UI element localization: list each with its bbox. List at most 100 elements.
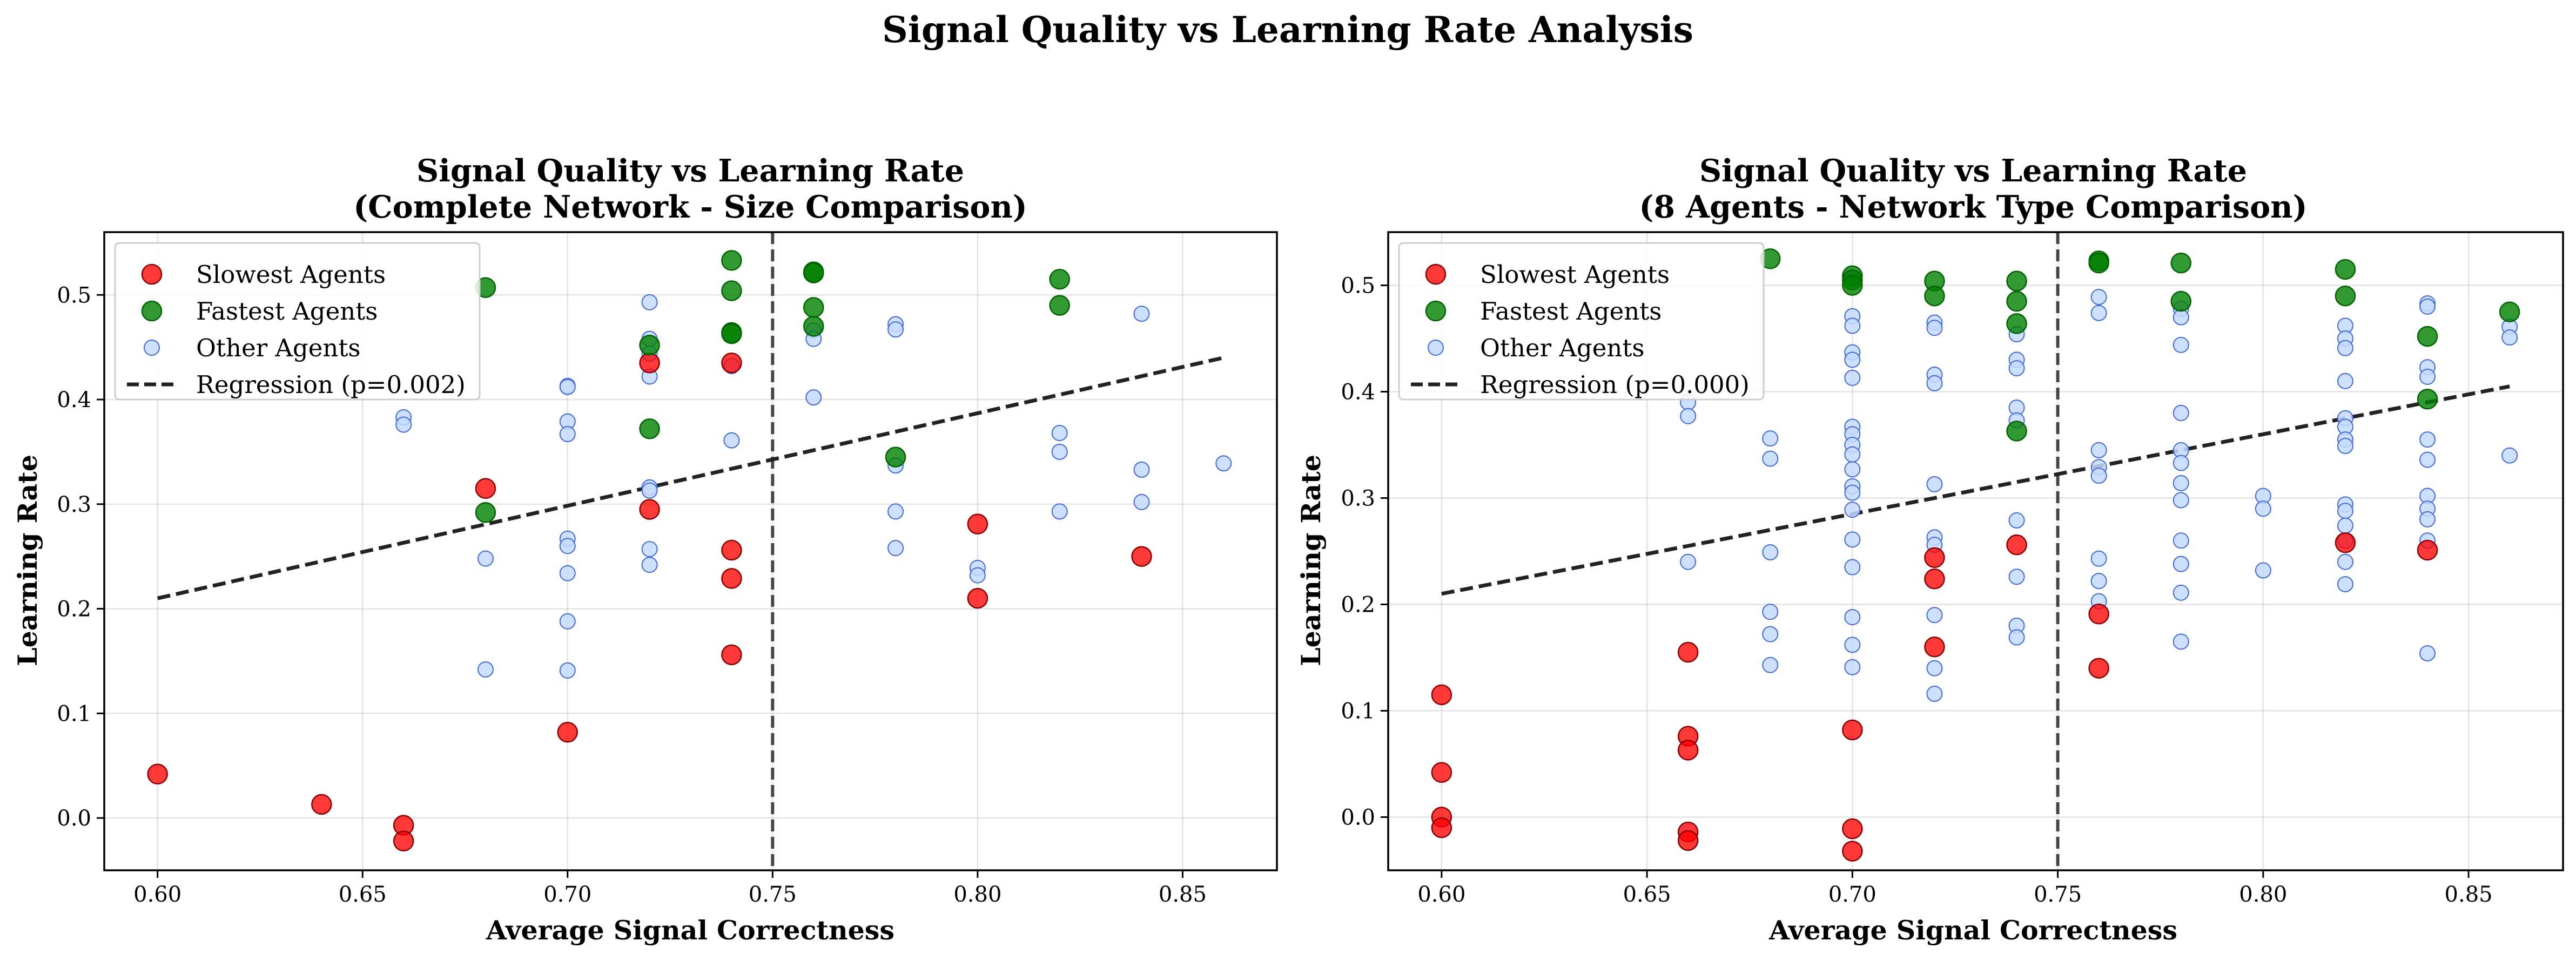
x-tick-label: 0.80 (2239, 882, 2287, 907)
point-other (1051, 425, 1068, 442)
point-other (2419, 298, 2436, 315)
point-fastest (2417, 326, 2438, 347)
chart-complete-network: Signal Quality vs Learning Rate (Complet… (12, 153, 1278, 946)
point-other (395, 416, 412, 433)
x-tick-label: 0.75 (749, 882, 797, 907)
y-tick-label: 0.3 (1341, 486, 1375, 511)
point-other (1844, 446, 1861, 463)
point-other (1844, 369, 1861, 386)
point-other (723, 432, 740, 449)
point-slowest (147, 763, 168, 784)
point-other (2173, 584, 2189, 601)
point-other (2090, 289, 2107, 306)
point-slowest (721, 352, 742, 374)
point-other (2419, 368, 2436, 385)
point-other (1926, 375, 1943, 391)
plot-frame (1387, 231, 2564, 871)
point-fastest (475, 502, 496, 523)
point-fastest (2006, 421, 2027, 442)
point-other (2173, 633, 2189, 650)
y-tick-label: 0.3 (57, 492, 91, 517)
point-other (1215, 455, 1232, 472)
x-tick-label: 0.60 (133, 882, 181, 907)
point-fastest (2499, 301, 2520, 322)
point-fastest (1049, 268, 1070, 290)
legend-label: Fastest Agents (196, 297, 378, 326)
point-slowest (1131, 546, 1152, 567)
point-other (1926, 607, 1943, 624)
point-slowest (1924, 637, 1945, 658)
point-other (2173, 475, 2189, 491)
point-other (2173, 309, 2189, 326)
point-other (1926, 685, 1943, 702)
point-other (1762, 604, 1779, 620)
point-other (641, 294, 658, 310)
y-tick-label: 0.2 (57, 597, 91, 622)
x-tick-label: 0.65 (339, 882, 387, 907)
legend-swatch-other (144, 340, 160, 356)
point-fastest (721, 280, 742, 301)
point-other (2090, 468, 2107, 484)
point-other (1762, 544, 1779, 560)
point-slowest (967, 513, 988, 534)
x-tick-label: 0.60 (1417, 882, 1465, 907)
point-fastest (1924, 285, 1945, 307)
point-slowest (639, 499, 660, 520)
point-slowest (1431, 762, 1452, 783)
point-other (1844, 609, 1861, 626)
point-other (559, 662, 576, 679)
point-fastest (721, 250, 742, 271)
point-fastest (803, 262, 824, 283)
legend: Slowest Agents Fastest Agents Other Agen… (114, 242, 481, 401)
y-tick-label: 0.4 (1341, 380, 1375, 405)
legend-label: Fastest Agents (1480, 297, 1662, 326)
point-slowest (721, 568, 742, 589)
point-slowest (2335, 532, 2356, 553)
point-other (1762, 626, 1779, 642)
regression-fit (157, 356, 1225, 600)
point-other (2337, 576, 2353, 593)
axes: 0.60 0.65 0.70 0.75 0.80 0.85 0.0 0.1 0.2 0.3 0.4 0… (57, 231, 1278, 907)
x-tick-label: 0.85 (1159, 882, 1207, 907)
point-other (2173, 556, 2189, 572)
point-other (2008, 629, 2025, 646)
point-other (641, 482, 658, 499)
point-other (2008, 512, 2025, 529)
legend-item-slowest: Slowest Agents (1425, 260, 1670, 289)
point-slowest (557, 721, 579, 743)
point-other (2419, 511, 2436, 527)
point-other (1926, 320, 1943, 336)
legend-item-regression: Regression (p=0.000) (1411, 370, 1750, 399)
point-other (1051, 503, 1068, 520)
y-tick-label: 0.2 (1341, 593, 1375, 618)
point-other (2255, 562, 2271, 579)
point-other (559, 613, 576, 630)
point-other (1051, 443, 1068, 460)
point-other (887, 321, 904, 338)
point-fastest (721, 323, 742, 344)
point-fastest (803, 316, 824, 337)
legend-frame (114, 242, 481, 401)
legend-swatch-fastest (1425, 300, 1447, 322)
point-other (1844, 531, 1861, 548)
point-slowest (1924, 568, 1945, 590)
plot-frame (103, 231, 1278, 871)
point-other (2419, 431, 2436, 448)
x-tick-label: 0.70 (1828, 882, 1876, 907)
legend-label: Other Agents (1480, 334, 1645, 362)
point-fastest (885, 446, 906, 468)
chart-title-line1: Signal Quality vs Learning Rate (1699, 153, 2247, 189)
point-slowest (2088, 603, 2109, 625)
point-slowest (475, 478, 496, 499)
legend-item-fastest: Fastest Agents (1425, 297, 1662, 326)
point-fastest (2170, 290, 2191, 312)
axes: 0.60 0.65 0.70 0.75 0.80 0.85 0.0 0.1 0.2 0.3 0.4 0… (1341, 231, 2564, 907)
point-fastest (2335, 285, 2356, 307)
point-other (559, 378, 576, 395)
point-other (1762, 657, 1779, 673)
regression-line (1441, 384, 2510, 596)
chart-title-line1: Signal Quality vs Learning Rate (416, 153, 964, 189)
y-axis-label: Learning Rate (1295, 455, 1327, 666)
point-other (2008, 360, 2025, 377)
